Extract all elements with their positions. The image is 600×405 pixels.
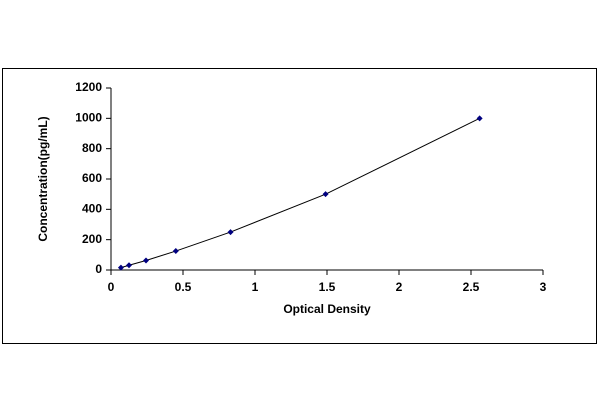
x-tick-label: 0.5 xyxy=(175,280,192,294)
data-point xyxy=(227,229,234,236)
data-point xyxy=(126,262,132,269)
y-tick-label: 1000 xyxy=(75,111,102,125)
x-tick-label: 3 xyxy=(540,280,547,294)
y-tick-label: 0 xyxy=(95,262,102,276)
data-point xyxy=(322,191,329,198)
x-axis-label: Optical Density xyxy=(283,302,371,316)
x-tick-label: 2 xyxy=(396,280,403,294)
y-tick-label: 1200 xyxy=(75,80,102,94)
y-tick-label: 800 xyxy=(82,141,102,155)
x-tick-label: 0 xyxy=(108,280,115,294)
x-tick-label: 1 xyxy=(252,280,259,294)
series-line xyxy=(120,117,480,269)
data-point xyxy=(142,257,149,264)
x-tick-label: 2.5 xyxy=(463,280,480,294)
data-point xyxy=(117,264,124,271)
y-axis-label: Concentration(pg/mL) xyxy=(36,116,50,241)
y-tick-label: 200 xyxy=(82,232,102,246)
data-point xyxy=(476,115,483,122)
x-tick-label: 1.5 xyxy=(319,280,336,294)
y-tick-label: 600 xyxy=(82,171,102,185)
data-point xyxy=(172,248,179,255)
y-tick-label: 400 xyxy=(82,202,102,216)
chart-border xyxy=(2,68,597,344)
